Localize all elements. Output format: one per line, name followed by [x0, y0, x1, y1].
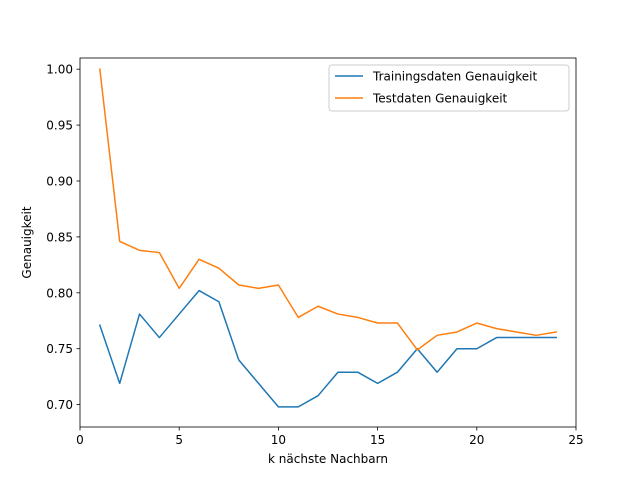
x-tick-label: 25	[568, 433, 583, 447]
legend-label-2: Testdaten Genauigkeit	[372, 92, 508, 106]
x-tick-label: 20	[469, 433, 484, 447]
x-tick-label: 5	[175, 433, 183, 447]
series-line-1	[98, 289, 557, 408]
x-tick-label: 10	[271, 433, 286, 447]
y-tick-label: 0.75	[46, 342, 73, 356]
legend: Trainingsdaten Genauigkeit Testdaten Gena…	[328, 64, 570, 112]
y-tick-label: 0.95	[46, 119, 73, 133]
y-axis: 0.70 0.75 0.80 0.85 0.90 0.95 1.00	[46, 63, 80, 412]
y-tick-label: 1.00	[46, 63, 73, 77]
legend-box	[328, 64, 570, 112]
x-tick-label: 0	[76, 433, 84, 447]
y-axis-label: Genauigkeit	[20, 206, 34, 278]
legend-label-1: Trainingsdaten Genauigkeit	[372, 70, 538, 84]
y-tick-label: 0.85	[46, 230, 73, 244]
x-axis: 0 5 10 15 20 25	[76, 427, 584, 447]
y-tick-label: 0.80	[46, 286, 73, 300]
series-line-2	[99, 68, 558, 351]
y-tick-label: 0.70	[46, 398, 73, 412]
axes-frame	[79, 57, 577, 428]
y-tick-label: 0.90	[46, 175, 73, 189]
axes: 0 5 10 15 20 25 0.700.750.800.850.900.951.00 …	[20, 57, 584, 466]
x-axis-label: k nächste Nachbarn	[268, 452, 388, 466]
x-tick-label: 15	[370, 433, 385, 447]
plot-area	[98, 68, 558, 408]
